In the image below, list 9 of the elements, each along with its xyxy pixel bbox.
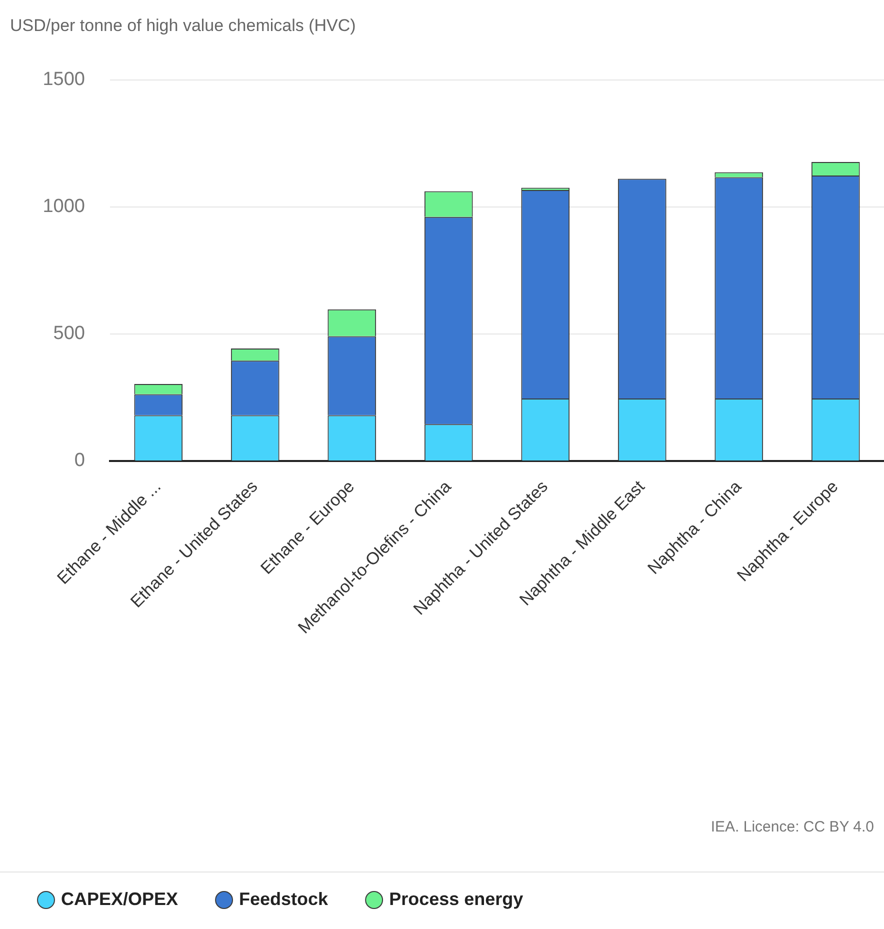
- legend-label: Feedstock: [239, 888, 330, 909]
- y-tick-label: 1500: [42, 69, 85, 90]
- legend-label: CAPEX/OPEX: [61, 888, 178, 909]
- text: IEA. Licence: CC BY 4.0: [710, 818, 874, 836]
- y-axis-title: USD/per tonne of high value chemicals (HVC): [10, 16, 356, 36]
- legend-label: Process energy: [389, 888, 524, 909]
- y-tick-label: 500: [53, 323, 85, 344]
- y-tick-label: 0: [74, 450, 85, 472]
- y-tick-label: 1000: [42, 196, 85, 218]
